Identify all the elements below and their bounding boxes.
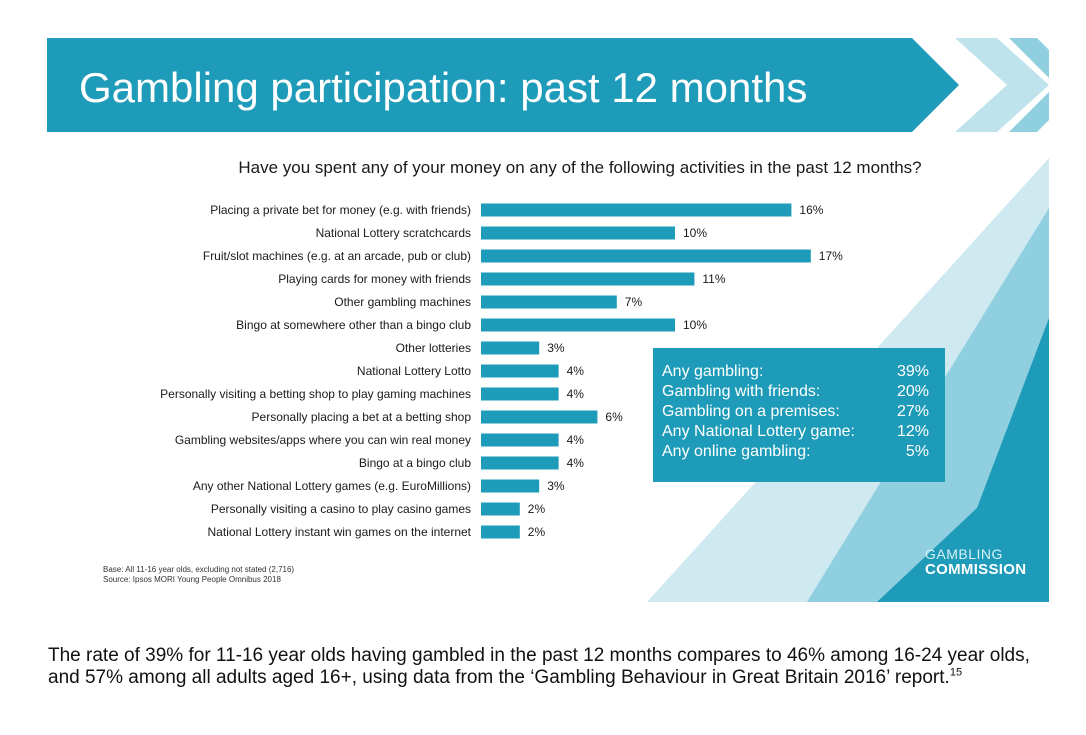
category-label: Playing cards for money with friends [278,272,471,286]
stat-row: Gambling on a premises: 27% [662,402,929,422]
summary-paragraph: The rate of 39% for 11-16 year olds havi… [48,645,1048,689]
title-banner-arrow [47,38,959,132]
bar [481,272,695,286]
logo-line-2: COMMISSION [925,561,1027,578]
stat-label: Any gambling: [662,363,764,380]
data-label: 2% [528,502,546,516]
footnote-base: Base: All 11-16 year olds, excluding not… [103,565,295,574]
bar [481,479,540,493]
data-label: 7% [625,295,643,309]
category-label: National Lottery instant win games on th… [208,525,472,539]
footnote: Base: All 11-16 year olds, excluding not… [103,565,294,585]
category-label: Personally visiting a betting shop to pl… [160,387,471,401]
stat-row: Any National Lottery game: 12% [662,422,929,442]
bar [481,410,598,424]
bar [481,387,559,401]
data-label: 17% [819,249,843,263]
data-label: 10% [683,226,707,240]
bar [481,295,617,309]
category-label: National Lottery scratchcards [316,226,471,240]
chevron-dark-icon [1009,38,1049,132]
category-label: Bingo at a bingo club [359,456,471,470]
bar [481,433,559,447]
bar [481,318,675,332]
bar [481,249,811,263]
footnote-source: Source: Ipsos MORI Young People Omnibus … [103,575,281,584]
stat-value: 12% [896,423,929,440]
bar [481,502,520,516]
category-label: Placing a private bet for money (e.g. wi… [210,203,471,217]
bar-chart: Placing a private bet for money (e.g. wi… [160,203,843,539]
bar [481,203,792,217]
data-label: 2% [528,525,546,539]
stat-label: Gambling with friends: [662,383,821,400]
category-label: Any other National Lottery games (e.g. E… [193,479,471,493]
logo-line-1: GAMBLING [925,546,1003,562]
stat-label: Gambling on a premises: [662,403,840,420]
category-label: Personally placing a bet at a betting sh… [252,410,472,424]
stat-value: 20% [896,383,929,400]
stat-label: Any National Lottery game: [662,423,855,440]
data-label: 6% [605,410,623,424]
data-label: 3% [547,341,565,355]
summary-stats-box: Any gambling: 39% Gambling with friends: 20… [653,348,945,482]
data-label: 4% [567,364,585,378]
data-label: 10% [683,318,707,332]
bar [481,364,559,378]
stat-label: Any online gambling: [662,443,811,460]
data-label: 4% [567,387,585,401]
data-label: 4% [567,456,585,470]
data-label: 11% [702,272,725,286]
footnote-reference: 15 [949,666,963,679]
stat-row: Any online gambling: 5% [662,442,929,462]
category-label: Bingo at somewhere other than a bingo cl… [236,318,471,332]
category-label: Fruit/slot machines (e.g. at an arcade, … [203,249,471,263]
title-banner [47,38,1049,132]
stat-value: 5% [905,443,929,460]
stat-row: Any gambling: 39% [662,362,929,382]
bar [481,341,540,355]
chevron-light-icon [955,38,1049,132]
chart-question: Have you spent any of your money on any … [238,158,922,177]
category-label: Other gambling machines [334,295,471,309]
stat-value: 27% [896,403,929,420]
deco-dark-wedge [877,318,1049,602]
gambling-commission-logo: GAMBLING COMMISSION [925,546,1026,578]
bar [481,456,559,470]
summary-text: The rate of 39% for 11-16 year olds havi… [48,645,1030,688]
data-label: 16% [799,203,823,217]
bar [481,226,675,240]
slide: Gambling participation: past 12 months H… [47,38,1049,602]
category-label: Other lotteries [396,341,471,355]
stat-value: 39% [896,363,929,380]
bar [481,525,520,539]
category-label: Personally visiting a casino to play cas… [211,502,471,516]
data-label: 4% [567,433,585,447]
data-label: 3% [547,479,565,493]
page-title: Gambling participation: past 12 months [79,64,808,111]
stat-row: Gambling with friends: 20% [662,382,929,402]
category-label: Gambling websites/apps where you can win… [175,433,471,447]
category-label: National Lottery Lotto [357,364,471,378]
